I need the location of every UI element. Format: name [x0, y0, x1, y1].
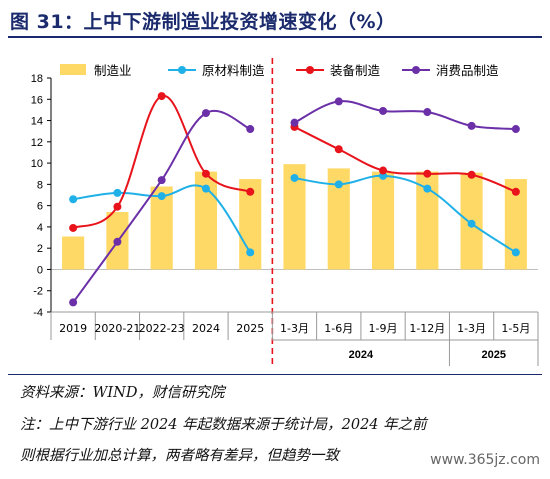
watermark: www.365jz.com: [430, 452, 540, 468]
legend-marker: [412, 66, 420, 74]
source-note: 资料来源：WIND，财信研究院: [20, 385, 225, 401]
bar: [239, 179, 262, 270]
series-line: [294, 126, 517, 193]
group-label: 2025: [481, 349, 505, 361]
y-tick-label: 14: [31, 116, 43, 128]
footnote-line-2: 则根据行业加总计算，两者略有差异，但趋势一致: [20, 448, 339, 464]
figure-title: 图 31：上中下游制造业投资增速变化（%）: [10, 11, 396, 33]
y-tick-label: 0: [37, 264, 43, 276]
series-point: [201, 109, 210, 118]
x-tick-label: 1-5月: [501, 322, 530, 335]
series-point: [511, 125, 520, 134]
series-point: [423, 108, 432, 117]
footnote-line-1: 注：上中下游行业 2024 年起数据来源于统计局，2024 年之前: [20, 417, 427, 433]
bar: [62, 236, 85, 270]
y-tick-label: -4: [33, 307, 43, 319]
legend-label: 装备制造: [330, 63, 381, 78]
y-tick-label: 16: [31, 94, 43, 106]
series-point: [511, 248, 520, 257]
bar: [150, 186, 173, 270]
series-point: [511, 187, 520, 196]
x-tick-label: 1-3月: [280, 322, 309, 335]
series-point: [467, 170, 476, 179]
bar-layer: [62, 164, 527, 270]
x-tick-label: 2024: [192, 322, 220, 335]
series-point: [69, 223, 78, 232]
series-point: [113, 237, 122, 246]
legend-marker: [306, 66, 314, 74]
series-point: [334, 180, 343, 189]
series-point: [290, 173, 299, 182]
series-point: [157, 192, 166, 201]
y-tick-label: 6: [37, 201, 43, 213]
series-point: [423, 169, 432, 178]
bar: [283, 164, 306, 270]
series-point: [113, 188, 122, 197]
y-tick-label: 4: [37, 222, 43, 234]
series-point: [113, 202, 122, 211]
series-point: [246, 248, 255, 257]
series-point: [157, 92, 166, 101]
line-layer: [69, 92, 520, 307]
y-tick-label: 2: [37, 243, 43, 255]
series-point: [201, 184, 210, 193]
series-point: [246, 125, 255, 134]
series-point: [467, 121, 476, 130]
series-point: [290, 118, 299, 127]
bar: [416, 171, 439, 270]
x-tick-label: 2025: [236, 322, 264, 335]
legend-swatch: [60, 64, 86, 75]
bar: [504, 179, 527, 270]
series-point: [69, 298, 78, 307]
x-tick-label: 2020-21: [94, 322, 140, 335]
bar: [327, 168, 350, 270]
series-line: [294, 100, 516, 131]
y-tick-label: -2: [33, 286, 43, 298]
y-tick-label: 18: [31, 73, 43, 85]
x-tick-label: 1-12月: [409, 322, 445, 335]
title-rule: [8, 36, 542, 38]
x-tick-label: 2019: [59, 322, 87, 335]
legend-marker: [178, 66, 186, 74]
y-tick-label: 8: [37, 179, 43, 191]
series-point: [201, 169, 210, 178]
series-point: [467, 219, 476, 228]
x-tick-label: 1-3月: [457, 322, 486, 335]
x-tick-label: 1-6月: [324, 322, 353, 335]
x-tick-label: 2022-23: [139, 322, 185, 335]
x-tick-label: 1-9月: [369, 322, 398, 335]
bar: [194, 171, 218, 270]
series-point: [334, 145, 343, 154]
bar: [371, 171, 395, 270]
series-point: [423, 184, 432, 193]
y-tick-label: 12: [31, 137, 43, 149]
y-tick-label: 10: [31, 158, 43, 170]
series-point: [157, 176, 166, 185]
legend-label: 制造业: [94, 63, 132, 78]
legend-label: 原材料制造: [202, 63, 265, 78]
legend-label: 消费品制造: [436, 63, 499, 78]
series-point: [379, 106, 388, 115]
series-line: [294, 174, 517, 254]
series-point: [379, 166, 388, 175]
series-point: [246, 187, 255, 196]
series-point: [334, 97, 343, 106]
source-rule: [8, 374, 542, 375]
legend-layer: 制造业 原材料制造 装备制造 消费品制造: [60, 63, 499, 78]
group-label: 2024: [349, 349, 374, 361]
series-point: [69, 195, 78, 204]
